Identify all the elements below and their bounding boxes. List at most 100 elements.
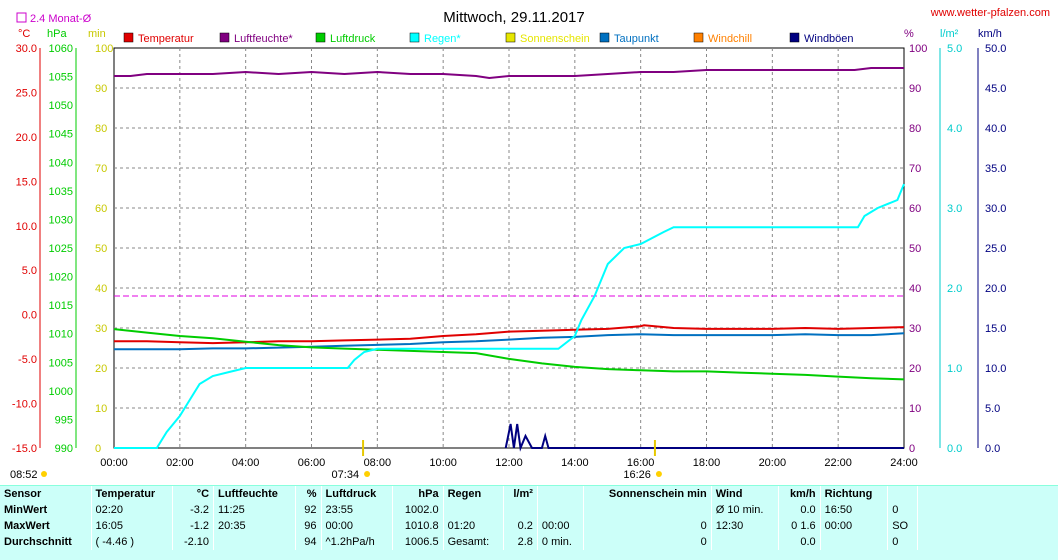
- stats-cell: 16:05: [91, 518, 174, 534]
- series-luftfeuchte: [114, 67, 904, 80]
- legend: Temperatur Luftfeuchte* Luftdruck Regen* Son…: [123, 32, 854, 45]
- y-tick-label: 40.0: [985, 123, 1006, 135]
- stats-cell: 0.2: [503, 518, 538, 534]
- y-tick-label: 10: [909, 403, 921, 415]
- stats-cell: 0 1.6: [778, 518, 821, 534]
- stats-cell: [887, 486, 918, 502]
- y-tick-label: 25.0: [16, 87, 37, 99]
- series-luftdruck: [113, 328, 905, 381]
- legend-label: Taupunkt: [614, 33, 659, 45]
- y-tick-label: 30.0: [985, 203, 1006, 215]
- stats-cell: 02:20: [91, 502, 174, 518]
- y-tick-label: 1010: [49, 329, 73, 341]
- y-tick-label: 0: [95, 443, 101, 455]
- x-tick-label: 20:00: [759, 457, 787, 469]
- y-tick-label: 50: [95, 243, 107, 255]
- stats-cell: Ø 10 min.: [711, 502, 780, 518]
- legend-label: Windchill: [708, 33, 752, 45]
- y-tick-label: 20: [95, 363, 107, 375]
- legend-label: Windböen: [804, 33, 854, 45]
- sunrise-label: 07:34: [332, 469, 360, 481]
- weather-chart: Mittwoch, 29.11.2017 www.wetter-pfalzen.…: [10, 7, 1050, 481]
- y-tick-label: 15.0: [985, 323, 1006, 335]
- stats-cell: 1010.8: [392, 518, 444, 534]
- stats-cell: 00:00: [321, 518, 393, 534]
- series-windben: [504, 423, 904, 452]
- monat-label: 2.4 Monat-Ø: [30, 13, 92, 25]
- y-tick-label: 10.0: [16, 221, 37, 233]
- unit-hpa: hPa: [47, 28, 67, 40]
- stats-cell: SO: [887, 518, 918, 534]
- y-tick-label: 60: [909, 203, 921, 215]
- stats-cell: MinWert: [0, 502, 92, 518]
- legend-swatch: [315, 32, 326, 43]
- x-tick-label: 16:00: [627, 457, 655, 469]
- x-tick-label: 04:00: [232, 457, 260, 469]
- stats-cell: -1.2: [172, 518, 215, 534]
- y-tick-label: 1050: [49, 100, 73, 112]
- chart-title: Mittwoch, 29.11.2017: [443, 9, 584, 26]
- y-tick-label: 80: [909, 123, 921, 135]
- series-taupunkt: [114, 332, 905, 351]
- y-tick-label: 20.0: [16, 132, 37, 144]
- stats-cell: 11:25: [213, 502, 297, 518]
- legend-swatch: [505, 32, 516, 43]
- y-tick-label: 40: [95, 283, 107, 295]
- y-tick-label: 1055: [49, 72, 73, 84]
- x-tick-label: 02:00: [166, 457, 194, 469]
- sun-icon: [655, 471, 662, 477]
- stats-cell: 12:30: [711, 518, 780, 534]
- stats-cell: ^1.2hPa/h: [321, 534, 393, 550]
- y-axes: 30.0 25.0 20.0 15.0 10.0 5.0 0.0 -5.0 -10.0 -15.0…: [12, 43, 1007, 455]
- legend-label: Luftdruck: [330, 33, 376, 45]
- stats-cell: 16:50: [820, 502, 889, 518]
- stats-cell: 94: [295, 534, 322, 550]
- monat-marker-icon: [16, 12, 27, 23]
- series-regen: [114, 183, 905, 449]
- stats-cell: MaxWert: [0, 518, 92, 534]
- x-tick-label: 12:00: [495, 457, 523, 469]
- y-tick-label: 1015: [49, 300, 73, 312]
- y-tick-label: 30.0: [16, 43, 37, 55]
- y-tick-label: 0.0: [22, 310, 37, 322]
- legend-label: Regen*: [424, 33, 461, 45]
- y-tick-label: 50.0: [985, 43, 1006, 55]
- stats-cell: 92: [295, 502, 322, 518]
- stats-cell: 0 min.: [537, 534, 585, 550]
- stats-cell: 01:20: [443, 518, 504, 534]
- y-tick-label: 3.0: [947, 203, 962, 215]
- y-tick-label: 5.0: [985, 403, 1000, 415]
- y-tick-label: 40: [909, 283, 921, 295]
- x-tick-label: 14:00: [561, 457, 589, 469]
- legend-swatch: [219, 32, 230, 43]
- stats-cell: 23:55: [321, 502, 393, 518]
- y-tick-label: 1005: [49, 357, 73, 369]
- y-tick-label: 2.0: [947, 283, 962, 295]
- y-tick-label: 1.0: [947, 363, 962, 375]
- y-tick-label: 10: [95, 403, 107, 415]
- x-tick-label: 24:00: [890, 457, 918, 469]
- unit-c: °C: [18, 28, 30, 40]
- legend-swatch: [693, 32, 704, 43]
- y-tick-label: 70: [95, 163, 107, 175]
- y-tick-label: 25.0: [985, 243, 1006, 255]
- time-left-label: 08:52: [10, 469, 38, 481]
- stats-cell: Regen: [443, 486, 504, 502]
- legend-swatch: [123, 32, 134, 43]
- site-link[interactable]: www.wetter-pfalzen.com: [930, 7, 1050, 19]
- y-tick-label: 90: [909, 83, 921, 95]
- sunset-label: 16:26: [623, 469, 651, 481]
- stats-cell: -3.2: [172, 502, 215, 518]
- stats-cell: Richtung: [820, 486, 889, 502]
- y-tick-label: 80: [95, 123, 107, 135]
- stats-cell: 00:00: [537, 518, 585, 534]
- legend-label: Temperatur: [138, 33, 194, 45]
- y-tick-label: 10.0: [985, 363, 1006, 375]
- y-tick-label: 1045: [49, 129, 73, 141]
- y-tick-label: 20: [909, 363, 921, 375]
- y-tick-label: -5.0: [18, 354, 37, 366]
- sun-markers: 07:34 16:26 08:52: [10, 440, 662, 481]
- y-tick-label: 995: [55, 414, 73, 426]
- unit-lm2: l/m²: [940, 28, 959, 40]
- stats-cell: 1006.5: [392, 534, 444, 550]
